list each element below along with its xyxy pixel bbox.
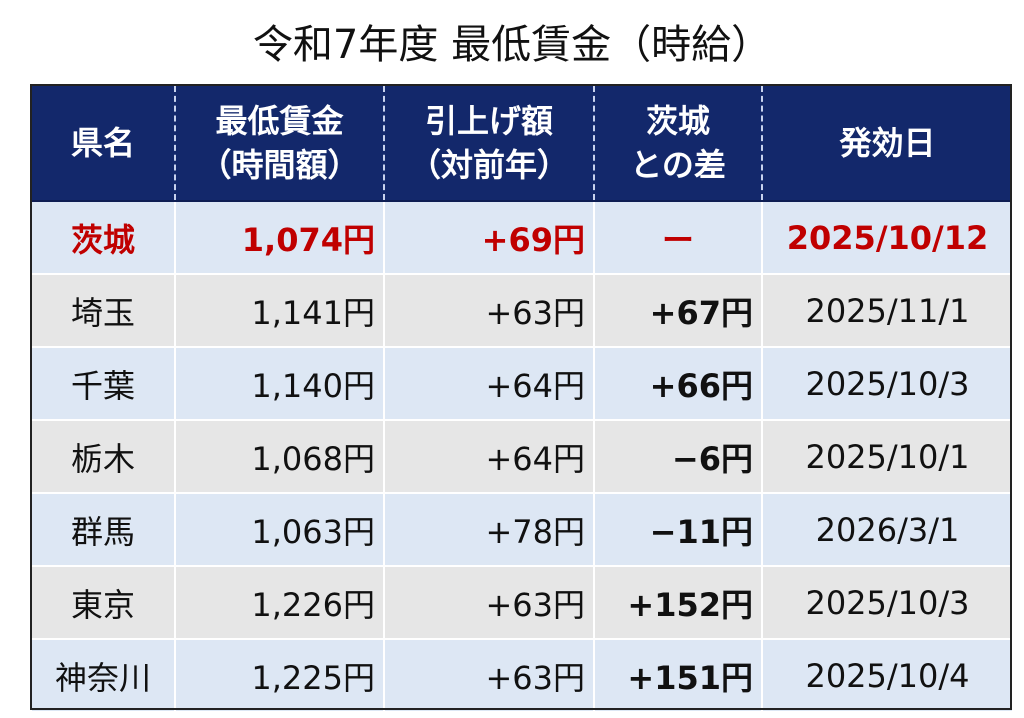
cell-min-wage: 1,141円	[175, 274, 385, 348]
cell-prefecture: 群馬	[32, 493, 176, 567]
table-row-kanagawa: 神奈川 1,225円 +63円 +151円 2025/10/4	[32, 639, 1012, 713]
cell-raise: +63円	[384, 639, 595, 713]
header-prefecture: 県名	[32, 86, 176, 202]
cell-effective-date: 2025/10/3	[762, 347, 1012, 421]
header-min-wage: 最低賃金 （時間額）	[175, 86, 385, 202]
cell-diff: +66円	[594, 347, 763, 421]
cell-diff: −6円	[594, 420, 763, 494]
table-row-saitama: 埼玉 1,141円 +63円 +67円 2025/11/1	[32, 274, 1012, 348]
header-diff-line2: との差	[630, 146, 726, 184]
table-row-ibaraki: 茨城 1,074円 +69円 ー 2025/10/12	[32, 201, 1012, 275]
cell-diff: +67円	[594, 274, 763, 348]
cell-min-wage: 1,068円	[175, 420, 385, 494]
header-diff: 茨城 との差	[594, 86, 763, 202]
cell-diff: +151円	[594, 639, 763, 713]
cell-effective-date: 2026/3/1	[762, 493, 1012, 567]
cell-effective-date: 2025/10/12	[762, 201, 1012, 275]
cell-prefecture: 東京	[32, 566, 176, 640]
table-row-tochigi: 栃木 1,068円 +64円 −6円 2025/10/1	[32, 420, 1012, 494]
cell-prefecture: 埼玉	[32, 274, 176, 348]
cell-effective-date: 2025/11/1	[762, 274, 1012, 348]
header-raise-line1: 引上げ額	[424, 102, 553, 140]
header-raise-line2: （対前年）	[408, 146, 569, 184]
table-row-chiba: 千葉 1,140円 +64円 +66円 2025/10/3	[32, 347, 1012, 421]
cell-prefecture: 栃木	[32, 420, 176, 494]
cell-diff: ー	[594, 201, 763, 275]
cell-prefecture: 千葉	[32, 347, 176, 421]
cell-min-wage: 1,226円	[175, 566, 385, 640]
minimum-wage-table: 県名 最低賃金 （時間額） 引上げ額 （対前年） 茨城 との差 発効日 茨城 1…	[32, 86, 1012, 713]
cell-min-wage: 1,140円	[175, 347, 385, 421]
header-effective-date-label: 発効日	[839, 124, 936, 162]
header-min-wage-line1: 最低賃金	[215, 102, 344, 140]
cell-min-wage: 1,074円	[175, 201, 385, 275]
page-title: 令和7年度 最低賃金（時給）	[252, 22, 772, 68]
header-prefecture-label: 県名	[70, 124, 135, 162]
header-diff-line1: 茨城	[645, 102, 710, 140]
cell-diff: +152円	[594, 566, 763, 640]
table-header: 県名 最低賃金 （時間額） 引上げ額 （対前年） 茨城 との差 発効日	[32, 86, 1012, 202]
cell-effective-date: 2025/10/4	[762, 639, 1012, 713]
cell-effective-date: 2025/10/3	[762, 566, 1012, 640]
cell-raise: +63円	[384, 274, 595, 348]
header-effective-date: 発効日	[762, 86, 1012, 202]
cell-raise: +69円	[384, 201, 595, 275]
cell-raise: +64円	[384, 420, 595, 494]
cell-diff: −11円	[594, 493, 763, 567]
header-raise: 引上げ額 （対前年）	[384, 86, 595, 202]
cell-raise: +63円	[384, 566, 595, 640]
table-row-gunma: 群馬 1,063円 +78円 −11円 2026/3/1	[32, 493, 1012, 567]
table-body: 茨城 1,074円 +69円 ー 2025/10/12 埼玉 1,141円 +6…	[32, 201, 1012, 713]
cell-effective-date: 2025/10/1	[762, 420, 1012, 494]
cell-raise: +78円	[384, 493, 595, 567]
cell-min-wage: 1,063円	[175, 493, 385, 567]
header-min-wage-line2: （時間額）	[199, 146, 360, 184]
cell-min-wage: 1,225円	[175, 639, 385, 713]
cell-prefecture: 神奈川	[32, 639, 176, 713]
table-row-tokyo: 東京 1,226円 +63円 +152円 2025/10/3	[32, 566, 1012, 640]
cell-prefecture: 茨城	[32, 201, 176, 275]
header-row: 県名 最低賃金 （時間額） 引上げ額 （対前年） 茨城 との差 発効日	[32, 86, 1012, 202]
cell-raise: +64円	[384, 347, 595, 421]
